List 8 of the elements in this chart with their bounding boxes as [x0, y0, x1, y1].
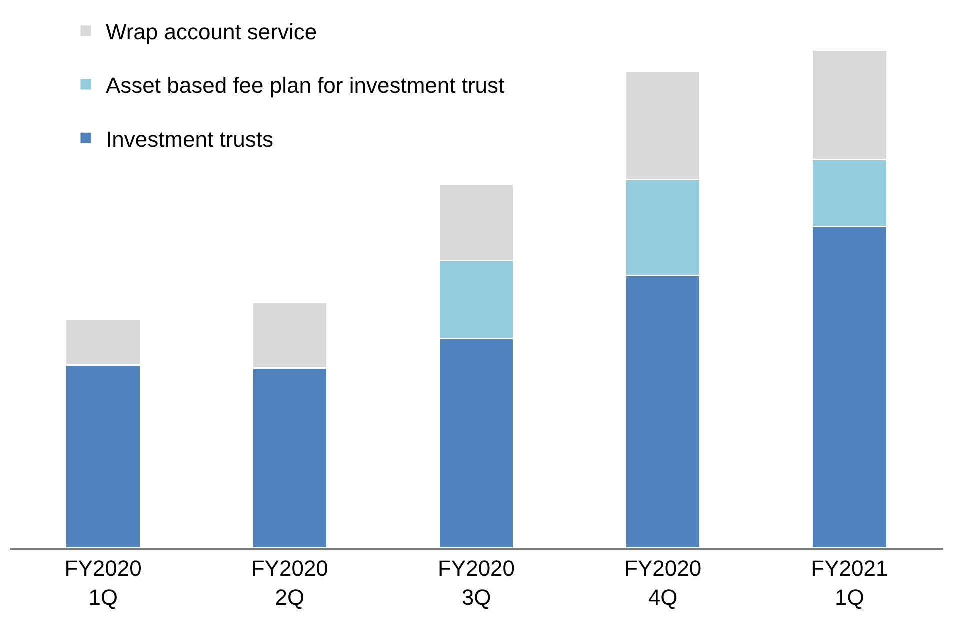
legend-label: Wrap account service [106, 20, 318, 45]
legend-label: Asset based fee plan for investment trust [106, 73, 505, 98]
x-tick-label: FY2020 2Q [251, 556, 328, 610]
x-tick-label: FY2020 3Q [438, 556, 516, 610]
x-tick-label: FY2020 1Q [64, 556, 142, 610]
x-tick-label: FY2020 4Q [624, 556, 702, 610]
x-tick-label: FY2021 1Q [811, 556, 888, 610]
legend-label: Investment trusts [106, 126, 274, 152]
